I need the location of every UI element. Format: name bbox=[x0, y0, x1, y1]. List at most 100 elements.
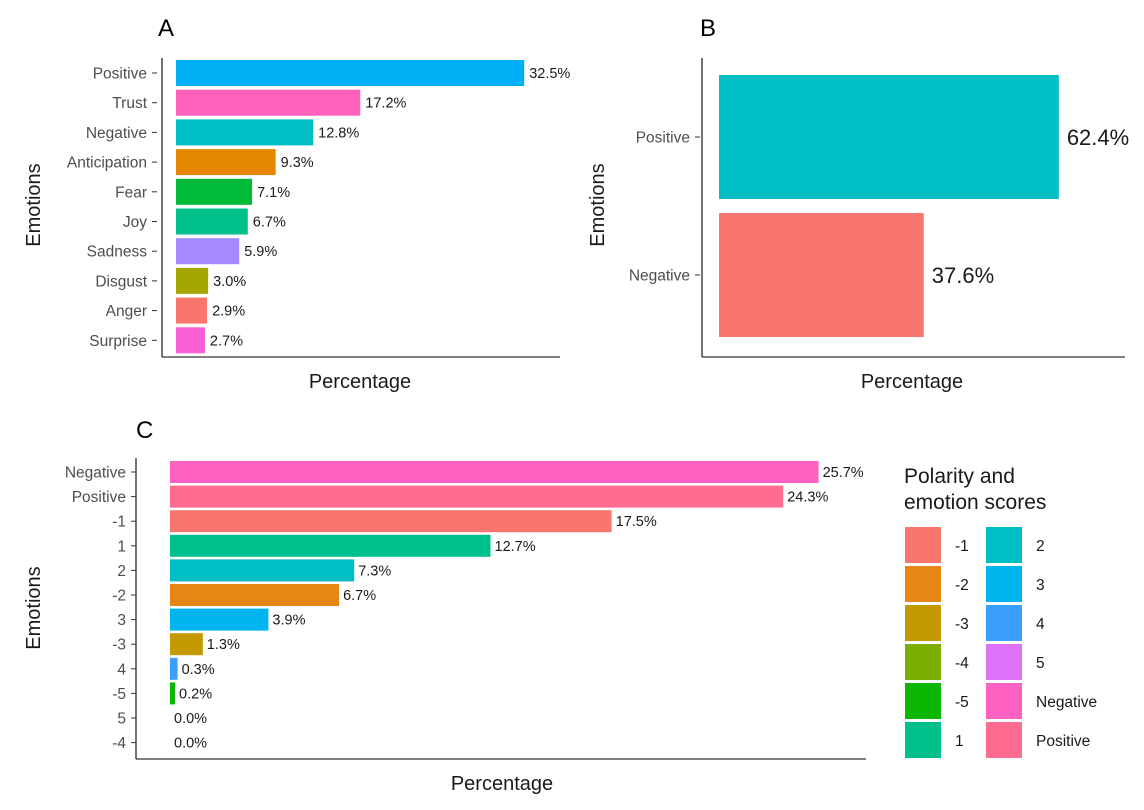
panel-a-value-label-positive: 32.5% bbox=[529, 66, 570, 82]
legend-label-minus-2: -2 bbox=[955, 577, 969, 594]
legend-swatch-3 bbox=[986, 566, 1022, 602]
panel-c-value-label-positive: 24.3% bbox=[787, 490, 828, 506]
legend-swatch-minus-3 bbox=[905, 605, 941, 641]
panel-b-tick-label-negative: Negative bbox=[629, 268, 690, 285]
legend-swatch-1 bbox=[905, 722, 941, 758]
panel-a-bar-trust bbox=[176, 89, 361, 116]
panel-a-tick-label-disgust: Disgust bbox=[95, 273, 147, 290]
panel-c-value-label-negative: 25.7% bbox=[823, 465, 864, 481]
panel-b-value-label-negative: 37.6% bbox=[932, 263, 994, 288]
panel-c-value-label-4: 0.3% bbox=[182, 662, 215, 678]
panel-c-value-label-5: 0.0% bbox=[174, 711, 207, 727]
legend-title-line1: Polarity and bbox=[904, 465, 1015, 488]
panel-c-tick-label-5: 5 bbox=[117, 711, 126, 728]
legend-label-5: 5 bbox=[1036, 655, 1045, 672]
legend-label-minus-5: -5 bbox=[955, 694, 969, 711]
panel-a-value-label-joy: 6.7% bbox=[253, 215, 286, 231]
panel-a-bar-joy bbox=[176, 208, 248, 235]
panel-c-tick-label-negative: Negative bbox=[65, 465, 126, 482]
panel-a-tick-label-joy: Joy bbox=[123, 214, 147, 231]
panel-c-bar-minus-5 bbox=[170, 682, 176, 705]
panel-b-bar-positive bbox=[719, 75, 1059, 199]
panel-a-value-label-sadness: 5.9% bbox=[244, 244, 277, 260]
panel-c-tick-label-3: 3 bbox=[117, 612, 126, 629]
legend-label-4: 4 bbox=[1036, 616, 1045, 633]
panel-c-tick-label-minus-4: -4 bbox=[112, 735, 126, 752]
panel-a-value-label-disgust: 3.0% bbox=[213, 274, 246, 290]
panel-c-value-label-2: 7.3% bbox=[358, 563, 391, 579]
panel-b-tick-label-positive: Positive bbox=[636, 130, 690, 147]
panel-c-value-label-3: 3.9% bbox=[272, 613, 305, 629]
panel-c-bar-minus-3 bbox=[170, 633, 203, 656]
legend-swatch-minus-4 bbox=[905, 644, 941, 680]
panel-c-tick-label-minus-5: -5 bbox=[112, 686, 126, 703]
legend-label-3: 3 bbox=[1036, 577, 1045, 594]
legend-swatch-2 bbox=[986, 527, 1022, 563]
panel-b-y-title: Emotions bbox=[587, 163, 609, 246]
panel-c-tick-label-positive: Positive bbox=[72, 489, 126, 506]
panel-c-tick-label-minus-2: -2 bbox=[112, 588, 126, 605]
legend-swatch-positive bbox=[986, 722, 1022, 758]
panel-a-bar-surprise bbox=[176, 327, 205, 354]
legend-swatch-4 bbox=[986, 605, 1022, 641]
legend-swatch-minus-5 bbox=[905, 683, 941, 719]
panel-c-marks: Negative 25.7% Positive 24.3% -1 17.5% 1 12.7% 2… bbox=[65, 461, 864, 752]
panel-c-value-label-minus-3: 1.3% bbox=[207, 637, 240, 653]
panel-a-bar-disgust bbox=[176, 267, 209, 294]
panel-c-bar-positive bbox=[170, 485, 784, 508]
panel-a-value-label-fear: 7.1% bbox=[257, 185, 290, 201]
panel-c-bar-minus-2 bbox=[170, 584, 340, 606]
panel-c-value-label-minus-4: 0.0% bbox=[174, 736, 207, 752]
panel-a-bar-anger bbox=[176, 297, 208, 324]
panel-c-value-label-minus-5: 0.2% bbox=[179, 686, 212, 702]
panel-c-bar-3 bbox=[170, 608, 269, 631]
panel-c: C Negative 25.7% Positive 24.3% -1 17.5% 1 12.7… bbox=[23, 417, 1097, 795]
legend-label-minus-3: -3 bbox=[955, 616, 969, 633]
legend-label-2: 2 bbox=[1036, 538, 1045, 555]
panel-c-tick-label-minus-3: -3 bbox=[112, 637, 126, 654]
panel-b-letter: B bbox=[700, 15, 716, 42]
panel-a-bar-positive bbox=[176, 60, 525, 86]
panel-c-bar-2 bbox=[170, 559, 355, 582]
panel-a-value-label-anticipation: 9.3% bbox=[281, 155, 314, 171]
legend-items: -1 -2 -3 -4 -5 1 2 3 4 5 Negative Positive bbox=[905, 527, 1097, 758]
legend-label-positive: Positive bbox=[1036, 733, 1090, 750]
panel-a-y-title: Emotions bbox=[23, 163, 45, 246]
panel-c-letter: C bbox=[136, 417, 153, 444]
panel-c-x-title: Percentage bbox=[451, 773, 553, 795]
legend-title-line2: emotion scores bbox=[904, 491, 1046, 514]
panel-a-tick-label-fear: Fear bbox=[115, 184, 147, 201]
panel-c-value-label-1: 12.7% bbox=[495, 539, 536, 555]
panel-c-y-title: Emotions bbox=[23, 566, 45, 649]
panel-c-value-label-minus-2: 6.7% bbox=[343, 588, 376, 604]
panel-b: B Positive 62.4%Negative 37.6% Percentage … bbox=[587, 15, 1129, 393]
panel-a-value-label-anger: 2.9% bbox=[212, 304, 245, 320]
panel-a-tick-label-anticipation: Anticipation bbox=[67, 155, 147, 172]
panel-a-tick-label-anger: Anger bbox=[106, 303, 147, 320]
legend-swatch-minus-1 bbox=[905, 527, 941, 563]
panel-a-letter: A bbox=[158, 15, 174, 42]
panel-c-bar-4 bbox=[170, 657, 178, 680]
panel-b-marks: Positive 62.4% Negative 37.6% bbox=[629, 75, 1129, 337]
panel-c-bar-minus-1 bbox=[170, 510, 612, 533]
panel-b-value-label-positive: 62.4% bbox=[1067, 125, 1129, 150]
panel-a-tick-label-negative: Negative bbox=[86, 125, 147, 142]
panel-b-x-title: Percentage bbox=[861, 371, 963, 393]
panel-a-tick-label-trust: Trust bbox=[112, 95, 147, 112]
panel-a: A Positive 32.5% Trust 17.2% Negative 12.8% An… bbox=[23, 15, 570, 393]
panel-c-tick-label-4: 4 bbox=[117, 661, 126, 678]
panel-a-tick-label-sadness: Sadness bbox=[87, 244, 148, 261]
panel-c-tick-label-2: 2 bbox=[117, 563, 126, 580]
panel-a-tick-label-surprise: Surprise bbox=[89, 333, 147, 350]
panel-a-bar-sadness bbox=[176, 238, 240, 265]
panel-a-tick-label-positive: Positive bbox=[93, 66, 147, 83]
panel-a-marks: Positive 32.5% Trust 17.2% Negative 12.8% Anti… bbox=[67, 60, 570, 354]
panel-a-x-title: Percentage bbox=[309, 371, 411, 393]
panel-b-bar-negative bbox=[719, 213, 924, 337]
panel-a-bar-negative bbox=[176, 119, 314, 146]
panel-c-tick-label-1: 1 bbox=[117, 538, 126, 555]
panel-a-value-label-trust: 17.2% bbox=[365, 96, 406, 112]
panel-c-tick-label-minus-1: -1 bbox=[112, 514, 126, 531]
legend-label-1: 1 bbox=[955, 733, 964, 750]
